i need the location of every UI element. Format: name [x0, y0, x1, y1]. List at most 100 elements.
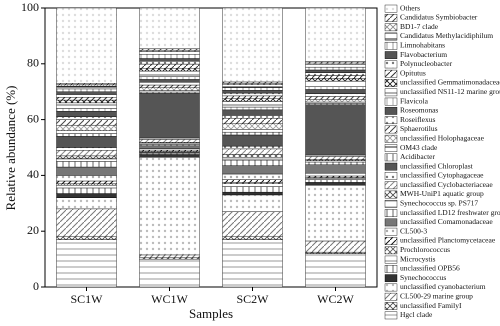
y-tick-label: 100 — [21, 0, 39, 14]
bar-segment — [305, 66, 366, 71]
bar-segment — [56, 175, 117, 182]
bar-segment — [139, 144, 200, 147]
legend-label: unclassified OPB56 — [400, 264, 460, 273]
bar-segment — [305, 72, 366, 76]
legend-label: Roseiflexus — [400, 115, 435, 124]
bar-segment — [305, 160, 366, 163]
legend-label: unclassified Planctomycetaceae — [400, 236, 496, 245]
legend-label: Limnohabitans — [400, 41, 445, 50]
bar-segment — [222, 131, 283, 136]
bar-segment — [305, 61, 366, 64]
bar-segment — [56, 136, 117, 148]
legend-swatch — [384, 4, 398, 13]
bar-segment — [139, 49, 200, 52]
bar-segment — [222, 92, 283, 97]
bar-segment — [305, 104, 366, 156]
legend-swatch — [384, 116, 398, 125]
x-tick-label: SC2W — [236, 292, 269, 306]
bar-segment — [139, 152, 200, 155]
bar-segment — [56, 208, 117, 237]
legend-swatch — [384, 144, 398, 152]
bar-segment — [305, 62, 366, 65]
legend-label: unclassified cyanobacterium — [400, 282, 486, 291]
legend-swatch — [384, 218, 398, 227]
bar-segment — [305, 253, 366, 288]
bar-segment — [56, 94, 117, 98]
legend-label: BD1-7 clade — [400, 22, 439, 31]
legend-label: unclassified Comamonadaceae — [400, 217, 493, 226]
bar-segment — [305, 159, 366, 161]
bar-segment — [139, 139, 200, 143]
bar-segment — [56, 133, 117, 137]
bar-segment — [56, 83, 117, 85]
bar-segment — [139, 90, 200, 93]
bar-segment — [222, 159, 283, 166]
legend-label: unclassified LD12 freshwater group — [400, 208, 500, 217]
bar-segment — [56, 155, 117, 159]
legend-label: unclassified Chloroplast — [400, 161, 474, 170]
y-tick-label: 40 — [27, 167, 39, 181]
bar-segment — [139, 61, 200, 65]
bar-segment — [305, 156, 366, 160]
legend-label: Roseomonas — [400, 106, 438, 115]
bar-segment — [56, 97, 117, 101]
legend-label: unclassified FamilyI — [400, 301, 462, 310]
bar-segment — [139, 68, 200, 72]
bar-segment — [222, 90, 283, 94]
bar-segment — [139, 48, 200, 51]
legend-swatch — [384, 162, 398, 171]
bar-segment — [305, 7, 366, 62]
bar-segment — [222, 134, 283, 147]
legend-label: CL500-3 — [400, 226, 427, 235]
bar-segment — [305, 80, 366, 87]
y-tick-label: 60 — [27, 111, 39, 125]
bar-segment — [139, 145, 200, 149]
bar-segment — [305, 64, 366, 68]
bar-segment — [139, 76, 200, 80]
bar-segment — [222, 95, 283, 99]
bar-segment — [139, 51, 200, 55]
bar-segment — [305, 179, 366, 183]
bar-segment — [222, 106, 283, 111]
bar-segment — [305, 101, 366, 104]
legend-swatch — [384, 107, 398, 115]
bar-segment — [56, 116, 117, 120]
y-tick-label: 20 — [27, 223, 39, 237]
legend-label: Candidatus Symbiobacter — [400, 13, 478, 22]
bar-segment — [222, 179, 283, 183]
bar-segment — [222, 183, 283, 187]
bar-segment — [222, 211, 283, 237]
bar-segment — [222, 115, 283, 119]
bar-segment — [56, 130, 117, 134]
bar-segment — [56, 124, 117, 131]
bar-segment — [56, 197, 117, 210]
legend-swatch — [384, 60, 398, 69]
bar-segment — [56, 88, 117, 92]
bar-segment — [139, 149, 200, 152]
bar-segment — [139, 70, 200, 77]
bar-segment — [222, 101, 283, 108]
legend-swatch — [384, 32, 398, 41]
y-tick-label: 0 — [33, 279, 39, 293]
legend-swatch — [384, 283, 398, 292]
bar-segment — [56, 85, 117, 90]
bar-segment — [222, 173, 283, 180]
legend-label: Hgcl clade — [400, 310, 433, 319]
bar-segment — [222, 182, 283, 184]
bar-segment — [222, 87, 283, 91]
legend-swatch — [384, 255, 398, 264]
bar-segment — [139, 58, 200, 62]
bar-segment — [56, 158, 117, 162]
bar-segment — [305, 75, 366, 79]
legend-swatch — [384, 97, 398, 106]
legend-label: unclassified NS11-12 marine group — [400, 87, 500, 96]
bar-segment — [222, 165, 283, 175]
legend-label: unclassified Gemmatimonadaceae — [400, 78, 500, 87]
bar-segment — [305, 175, 366, 178]
legend-swatch — [384, 181, 398, 190]
legend-swatch — [384, 23, 398, 32]
bar-segment — [139, 142, 200, 145]
legend-label: Others — [400, 3, 420, 12]
bar-segment — [56, 111, 117, 118]
bar-segment — [222, 98, 283, 102]
